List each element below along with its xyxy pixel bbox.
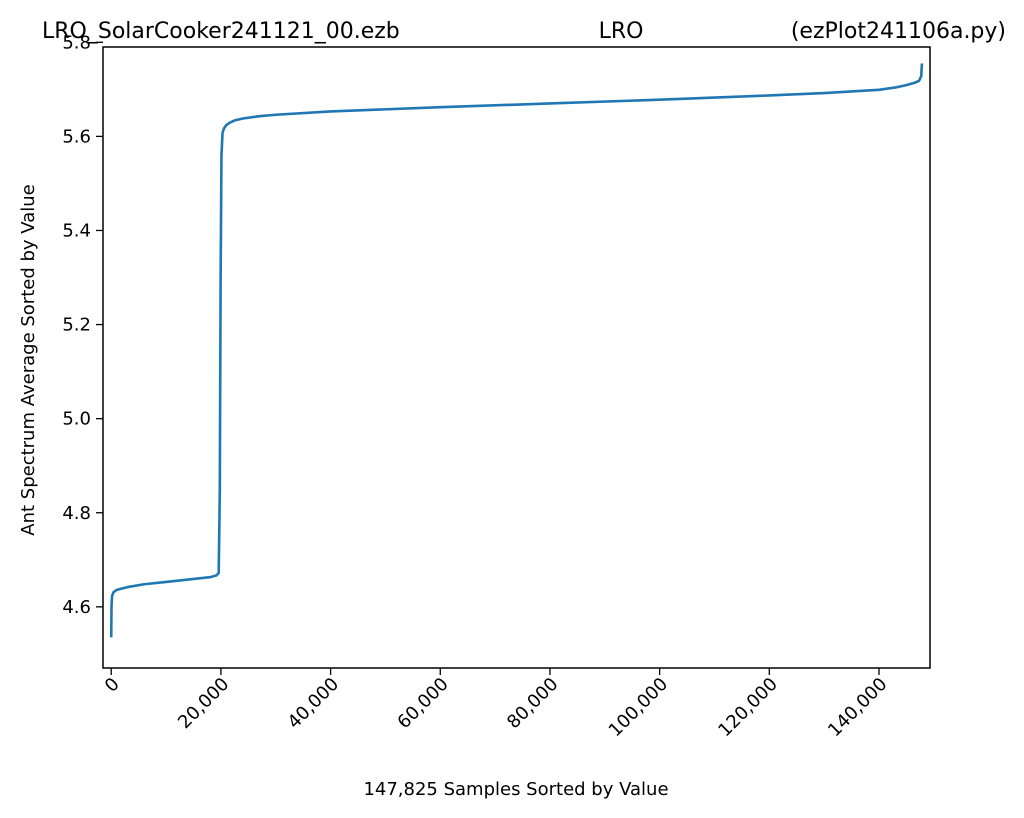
x-tick-label: 100,000 <box>605 674 672 741</box>
y-tick-label: 5.2 <box>62 315 91 336</box>
y-tick-label: 5.4 <box>62 220 91 241</box>
y-tick-label: 5.6 <box>62 126 91 147</box>
chart-title: LRO_SolarCooker241121_00.ezb LRO (ezPlot… <box>42 19 1006 44</box>
y-tick-label: 4.6 <box>62 597 91 618</box>
title-filename: LRO_SolarCooker241121_00.ezb <box>42 19 400 44</box>
y-tick-label: 5.0 <box>62 409 91 430</box>
plot-area-frame <box>102 46 931 669</box>
x-tick-label: 80,000 <box>503 674 562 733</box>
x-tick-label: 140,000 <box>824 674 891 741</box>
x-tick-label: 40,000 <box>284 674 343 733</box>
x-tick-label: 0 <box>101 674 124 697</box>
series-line-0 <box>109 63 924 638</box>
title-script: (ezPlot241106a.py) <box>791 19 1006 44</box>
x-tick-label: 60,000 <box>393 674 452 733</box>
title-station: LRO <box>599 19 644 44</box>
y-tick-label: 5.8 <box>62 32 91 53</box>
y-tick-label: 4.8 <box>62 503 91 524</box>
x-tick-label: 20,000 <box>174 674 233 733</box>
y-axis-label: Ant Spectrum Average Sorted by Value <box>18 184 39 535</box>
x-axis-label: 147,825 Samples Sorted by Value <box>363 779 668 800</box>
x-tick-label: 120,000 <box>714 674 781 741</box>
